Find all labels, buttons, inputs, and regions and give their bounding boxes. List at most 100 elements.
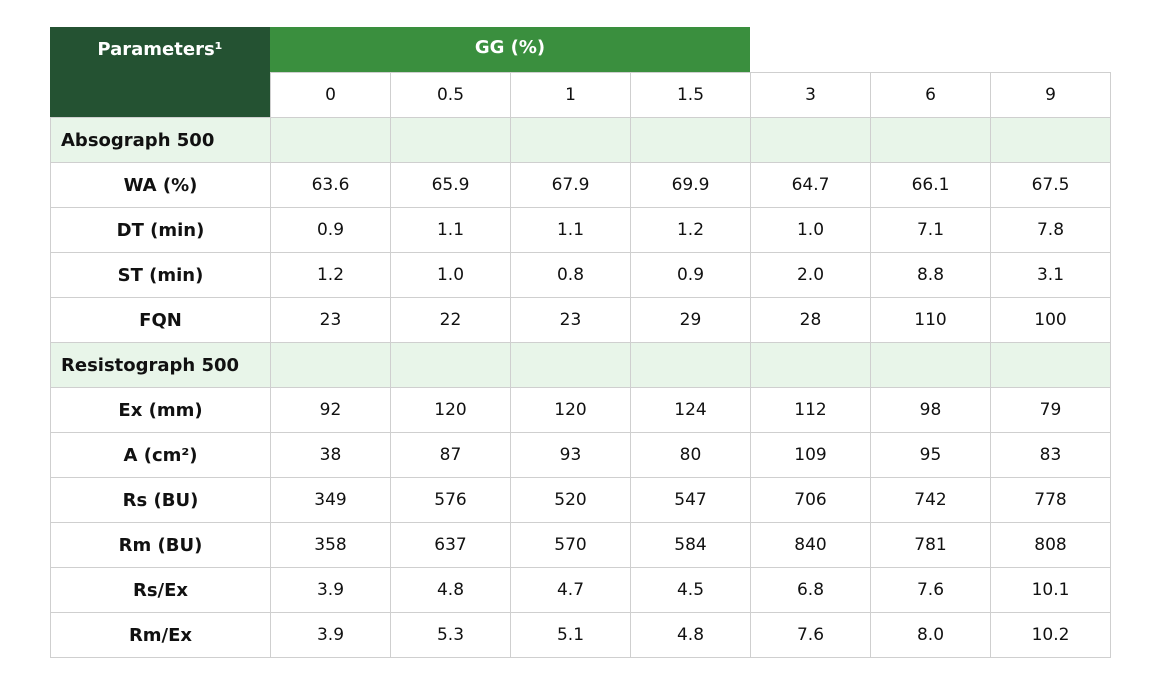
section-cell [750,342,871,388]
section-cell [630,342,751,388]
value-cell: 95 [870,432,991,478]
value-cell: 38 [270,432,391,478]
section-cell [390,117,511,163]
value-cell: 120 [390,387,511,433]
value-cell: 80 [630,432,751,478]
value-cell: 6.8 [750,567,871,613]
value-cell: 0.9 [630,252,751,298]
value-cell: 4.5 [630,567,751,613]
section-cell [390,342,511,388]
value-cell: 576 [390,477,511,523]
value-cell: 8.8 [870,252,991,298]
value-cell: 87 [390,432,511,478]
value-cell: 840 [750,522,871,568]
value-cell: 8.0 [870,612,991,658]
value-cell: 1.0 [390,252,511,298]
header-blank [50,72,270,117]
value-cell: 1.1 [510,207,631,253]
section-cell [870,342,991,388]
column-header: 0.5 [390,72,511,118]
value-cell: 23 [510,297,631,343]
value-cell: 1.2 [270,252,391,298]
section-cell [270,117,391,163]
row-label: FQN [50,297,271,343]
value-cell: 7.6 [750,612,871,658]
value-cell: 570 [510,522,631,568]
value-cell: 66.1 [870,162,991,208]
row-label: Rm (BU) [50,522,271,568]
value-cell: 93 [510,432,631,478]
value-cell: 808 [990,522,1111,568]
section-label: Resistograph 500 [50,342,271,388]
value-cell: 65.9 [390,162,511,208]
section-cell [990,117,1111,163]
value-cell: 520 [510,477,631,523]
value-cell: 2.0 [750,252,871,298]
row-label: Ex (mm) [50,387,271,433]
value-cell: 358 [270,522,391,568]
value-cell: 5.1 [510,612,631,658]
section-cell [510,117,631,163]
value-cell: 100 [990,297,1111,343]
value-cell: 79 [990,387,1111,433]
value-cell: 69.9 [630,162,751,208]
value-cell: 110 [870,297,991,343]
column-header: 9 [990,72,1111,118]
value-cell: 3.9 [270,567,391,613]
value-cell: 0.8 [510,252,631,298]
section-cell [270,342,391,388]
row-label: DT (min) [50,207,271,253]
column-header: 1.5 [630,72,751,118]
value-cell: 109 [750,432,871,478]
row-label: WA (%) [50,162,271,208]
row-label: A (cm²) [50,432,271,478]
value-cell: 4.7 [510,567,631,613]
section-cell [750,117,871,163]
value-cell: 1.2 [630,207,751,253]
value-cell: 4.8 [390,567,511,613]
value-cell: 10.1 [990,567,1111,613]
value-cell: 1.0 [750,207,871,253]
section-cell [630,117,751,163]
value-cell: 83 [990,432,1111,478]
value-cell: 92 [270,387,391,433]
value-cell: 547 [630,477,751,523]
value-cell: 5.3 [390,612,511,658]
row-label: Rs (BU) [50,477,271,523]
section-cell [990,342,1111,388]
value-cell: 67.5 [990,162,1111,208]
value-cell: 778 [990,477,1111,523]
value-cell: 23 [270,297,391,343]
value-cell: 781 [870,522,991,568]
section-cell [870,117,991,163]
value-cell: 67.9 [510,162,631,208]
value-cell: 7.1 [870,207,991,253]
value-cell: 584 [630,522,751,568]
value-cell: 63.6 [270,162,391,208]
row-label: Rm/Ex [50,612,271,658]
row-label: Rs/Ex [50,567,271,613]
value-cell: 29 [630,297,751,343]
group-header: GG (%) [270,27,750,72]
value-cell: 28 [750,297,871,343]
column-header: 0 [270,72,391,118]
value-cell: 22 [390,297,511,343]
value-cell: 4.8 [630,612,751,658]
value-cell: 637 [390,522,511,568]
value-cell: 3.1 [990,252,1111,298]
value-cell: 124 [630,387,751,433]
value-cell: 10.2 [990,612,1111,658]
value-cell: 1.1 [390,207,511,253]
column-header: 3 [750,72,871,118]
row-label: ST (min) [50,252,271,298]
value-cell: 0.9 [270,207,391,253]
section-cell [510,342,631,388]
column-header: 1 [510,72,631,118]
column-header: 6 [870,72,991,118]
value-cell: 112 [750,387,871,433]
value-cell: 706 [750,477,871,523]
value-cell: 742 [870,477,991,523]
value-cell: 98 [870,387,991,433]
value-cell: 120 [510,387,631,433]
